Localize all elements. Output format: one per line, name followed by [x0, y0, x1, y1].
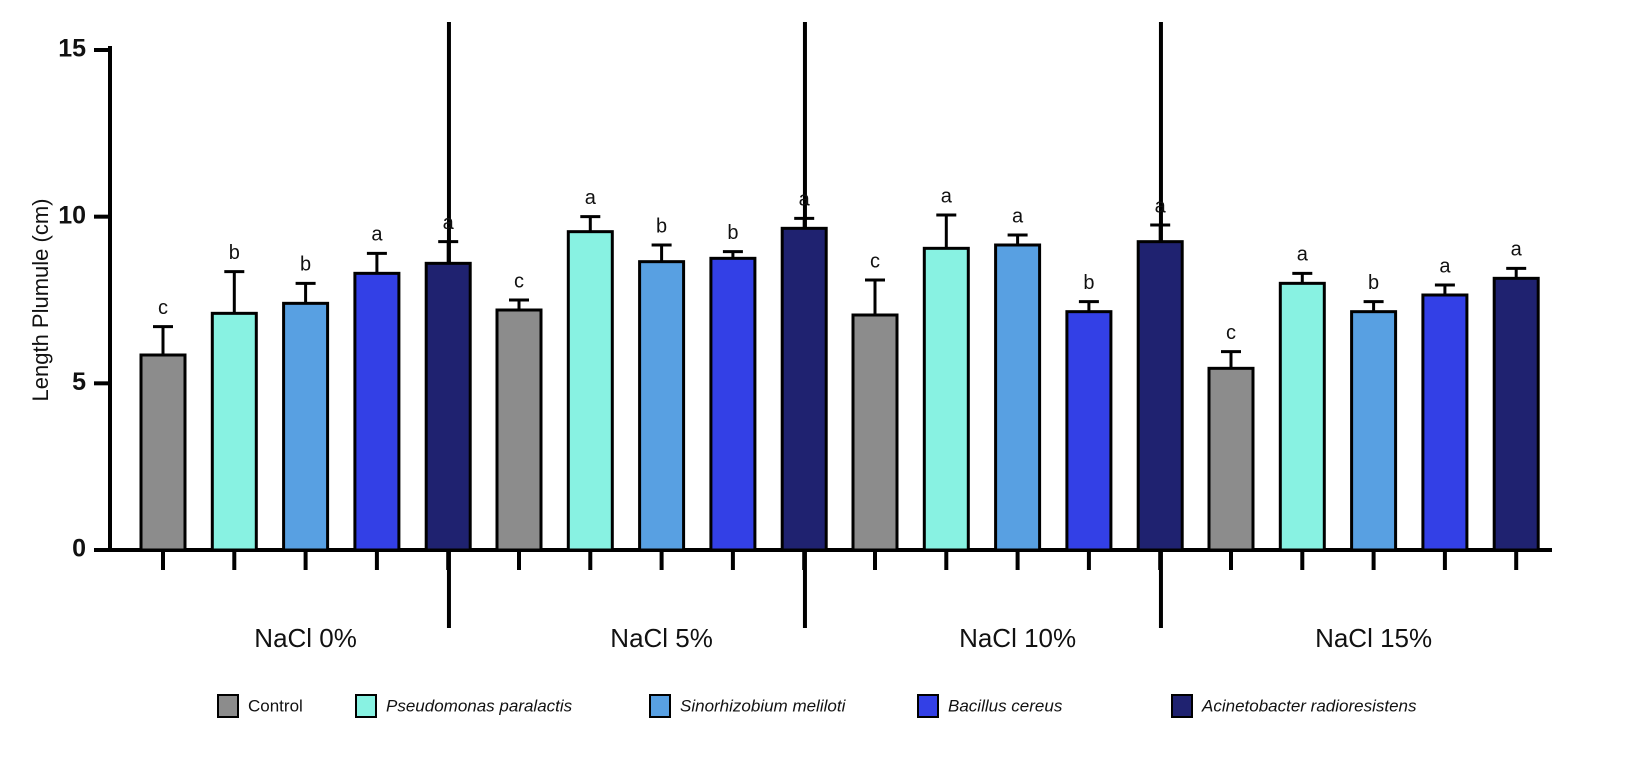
significance-letter: c	[514, 270, 524, 292]
bar	[424, 261, 472, 552]
significance-letter: a	[1012, 205, 1024, 227]
significance-letter: a	[443, 212, 455, 234]
bar	[139, 353, 187, 552]
bar	[1350, 310, 1398, 552]
significance-letter: b	[1083, 272, 1094, 294]
significance-letter: b	[229, 242, 240, 264]
bar	[780, 226, 828, 552]
bar	[851, 313, 899, 552]
bar	[709, 256, 757, 552]
y-tick-label: 10	[58, 201, 86, 229]
y-tick-label: 5	[72, 368, 86, 396]
bar	[1065, 310, 1113, 552]
bar	[1492, 276, 1540, 552]
bar	[1278, 281, 1326, 552]
significance-letter: a	[941, 185, 953, 207]
legend-swatch	[1171, 694, 1193, 718]
legend-swatch	[217, 694, 239, 718]
significance-letter: c	[1226, 322, 1236, 344]
bar	[922, 246, 970, 552]
legend-label: Pseudomonas paralactis	[386, 696, 573, 715]
y-tick-label: 0	[72, 535, 86, 563]
bar	[638, 260, 686, 552]
significance-letter: a	[1511, 239, 1523, 261]
bar	[1207, 366, 1255, 552]
significance-letter: b	[300, 254, 311, 276]
significance-letter: a	[585, 187, 597, 209]
bar	[282, 301, 330, 552]
bar	[210, 311, 258, 552]
legend-label: Bacillus cereus	[948, 696, 1063, 715]
legend-label: Sinorhizobium meliloti	[680, 696, 847, 715]
bar	[566, 230, 614, 552]
significance-letter: b	[656, 215, 667, 237]
significance-letter: a	[799, 189, 811, 211]
bar	[994, 243, 1042, 552]
group-label: NaCl 5%	[610, 623, 713, 653]
legend-label: Acinetobacter radioresistens	[1201, 696, 1417, 715]
legend-swatch	[649, 694, 671, 718]
bar	[1421, 293, 1469, 552]
significance-letter: c	[158, 297, 168, 319]
group-label: NaCl 15%	[1315, 623, 1432, 653]
legend-swatch	[355, 694, 377, 718]
significance-letter: b	[1368, 272, 1379, 294]
legend-swatch	[917, 694, 939, 718]
bar	[353, 271, 401, 552]
significance-letter: b	[727, 222, 738, 244]
significance-letter: a	[1439, 255, 1451, 277]
bar	[1136, 240, 1184, 552]
y-tick-label: 15	[58, 35, 86, 63]
y-axis-label: Length Plumule (cm)	[28, 199, 53, 402]
legend-label: Control	[248, 696, 303, 715]
group-label: NaCl 10%	[959, 623, 1076, 653]
bar	[495, 308, 543, 552]
significance-letter: c	[870, 250, 880, 272]
significance-letter: a	[1297, 244, 1309, 266]
significance-letter: a	[1155, 195, 1167, 217]
group-label: NaCl 0%	[254, 623, 357, 653]
significance-letter: a	[371, 224, 383, 246]
